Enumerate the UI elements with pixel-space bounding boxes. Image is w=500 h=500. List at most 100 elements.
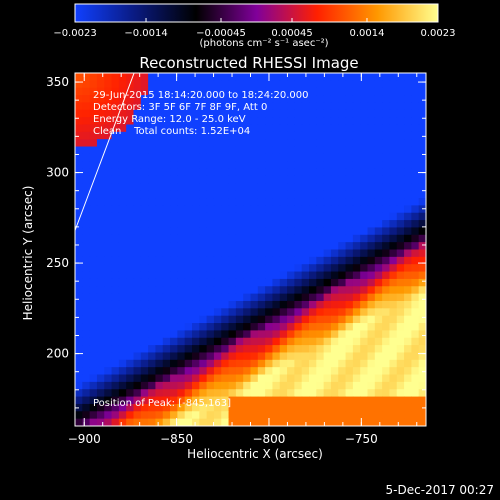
heatmap-cell [330,109,339,118]
heatmap-cell [235,345,244,354]
heatmap-cell [301,345,310,354]
heatmap-cell [96,234,105,243]
heatmap-cell [396,117,405,126]
heatmap-cell [389,87,398,96]
heatmap-cell [228,389,237,398]
heatmap-cell [133,183,142,192]
heatmap-cell [199,168,208,177]
heatmap-cell [309,73,317,81]
heatmap-cell [155,205,164,214]
x-tick-label: −850 [160,432,193,446]
heatmap-cell [75,308,83,317]
heatmap-cell [316,352,325,361]
heatmap-cell [250,168,259,177]
heatmap-cell [184,315,193,324]
heatmap-cell [338,374,347,383]
heatmap-cell [82,73,91,81]
heatmap-cell [418,87,426,96]
heatmap-cell [338,87,347,96]
heatmap-cell [235,264,244,273]
heatmap-cell [360,220,369,229]
heatmap-cell [243,117,252,126]
heatmap-cell [235,109,244,118]
heatmap-cell [206,109,215,118]
heatmap-cell [265,212,274,221]
heatmap-cell [265,175,274,184]
heatmap-cell [316,249,325,258]
heatmap-cell [155,315,164,324]
heatmap-cell [367,234,376,243]
heatmap-cell [82,220,91,229]
heatmap-cell [309,300,317,309]
heatmap-cell [118,345,127,354]
heatmap-cell [279,198,288,206]
heatmap-cell [338,308,347,317]
heatmap-cell [367,124,376,133]
heatmap-cell [170,183,178,192]
heatmap-cell [148,308,157,317]
heatmap-cell [228,109,237,118]
heatmap-cell [155,146,164,155]
heatmap-cell [184,278,193,287]
heatmap-cell [330,330,339,339]
heatmap-cell [330,175,339,184]
heatmap-cell [184,168,193,177]
heatmap-cell [330,411,339,420]
heatmap-cell [148,146,157,155]
heatmap-cell [389,330,398,339]
heatmap-cell [265,411,274,420]
heatmap-cell [396,278,405,287]
heatmap-cell [323,345,332,354]
heatmap-cell [89,381,98,390]
heatmap-cell [235,212,244,221]
heatmap-cell [235,271,244,280]
heatmap-cell [345,264,354,273]
heatmap-cell [82,175,91,184]
heatmap-cell [272,249,281,258]
heatmap-cell [89,124,98,133]
heatmap-cell [389,249,398,258]
heatmap-cell [330,161,339,170]
heatmap-cell [221,293,230,302]
heatmap-cell [118,418,127,426]
heatmap-cell [345,109,354,118]
heatmap-cell [89,323,98,331]
heatmap-cell [294,161,303,170]
heatmap-cell [96,271,105,280]
heatmap-cell [111,278,120,287]
heatmap-cell [118,212,127,221]
heatmap-cell [389,264,398,273]
heatmap-cell [213,367,222,376]
heatmap-cell [367,293,376,302]
heatmap-cell [345,315,354,324]
heatmap-cell [345,367,354,376]
heatmap-cell [265,308,274,317]
heatmap-cell [396,367,405,376]
heatmap-cell [309,286,317,295]
heatmap-cell [243,411,252,420]
heatmap-cell [418,80,426,89]
heatmap-cell [118,190,127,199]
heatmap-cell [213,168,222,177]
heatmap-cell [404,396,412,405]
heatmap-cell [133,396,142,405]
heatmap-cell [155,220,164,229]
heatmap-cell [374,146,383,155]
heatmap-cell [148,117,157,126]
heatmap-cell [323,367,332,376]
heatmap-cell [345,139,354,148]
heatmap-cell [411,345,420,354]
heatmap-cell [111,308,120,317]
heatmap-cell [396,227,405,236]
heatmap-cell [75,374,83,383]
heatmap-cell [301,117,310,126]
heatmap-cell [309,139,317,148]
heatmap-cell [309,102,317,111]
heatmap-cell [170,175,178,184]
heatmap-cell [75,190,83,199]
heatmap-cell [257,352,266,361]
heatmap-cell [323,161,332,170]
heatmap-cell [140,286,149,295]
heatmap-cell [235,293,244,302]
heatmap-cell [382,234,391,243]
